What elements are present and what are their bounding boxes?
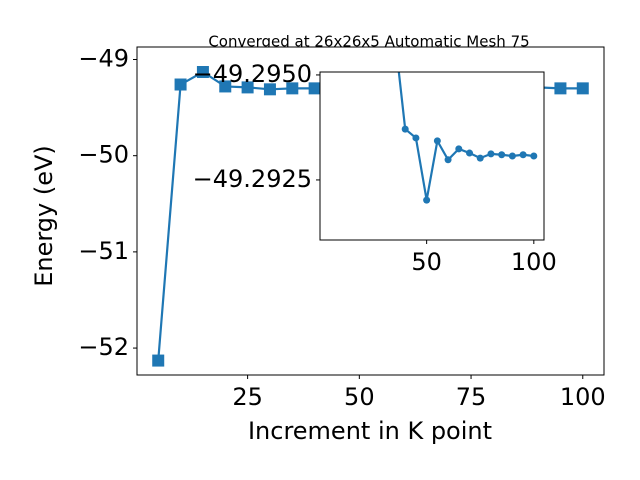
chart-title: Converged at 26x26x5 Automatic Mesh 75: [208, 33, 529, 51]
marker: [554, 82, 567, 95]
x-axis-label: Increment in K point: [248, 417, 492, 445]
x-tick-label: 75: [456, 383, 487, 411]
axes-frame: [136, 46, 605, 376]
marker: [466, 149, 474, 157]
marker: [286, 82, 299, 95]
x-tick-label: 50: [411, 248, 442, 276]
marker: [433, 137, 441, 145]
y-axis-label: Energy (eV): [30, 145, 58, 287]
marker: [308, 82, 321, 95]
marker: [412, 134, 420, 142]
axes-frame: [319, 71, 545, 241]
y-tick-label: −52: [78, 333, 129, 361]
marker: [174, 78, 187, 91]
marker: [508, 152, 516, 160]
x-tick-label: 50: [344, 383, 375, 411]
marker: [196, 66, 209, 79]
marker: [401, 125, 409, 133]
marker: [530, 152, 538, 160]
marker: [263, 83, 276, 96]
marker: [576, 82, 589, 95]
marker: [476, 154, 484, 162]
marker: [152, 354, 165, 367]
y-tick-label: −49: [78, 45, 129, 73]
marker: [519, 151, 527, 159]
y-tick-label: −49.2950: [193, 60, 312, 88]
y-tick-label: −51: [78, 237, 129, 265]
marker: [455, 145, 463, 153]
x-tick-label: 100: [511, 248, 557, 276]
x-tick-label: 100: [560, 383, 606, 411]
marker: [444, 156, 452, 164]
data-group: [397, 72, 538, 204]
y-tick-label: −50: [78, 141, 129, 169]
y-tick-label: −49.2925: [193, 165, 312, 193]
marker: [423, 196, 431, 204]
marker: [498, 151, 506, 159]
marker: [219, 80, 232, 93]
marker: [487, 150, 495, 158]
marker: [241, 81, 254, 94]
x-tick-label: 25: [232, 383, 263, 411]
